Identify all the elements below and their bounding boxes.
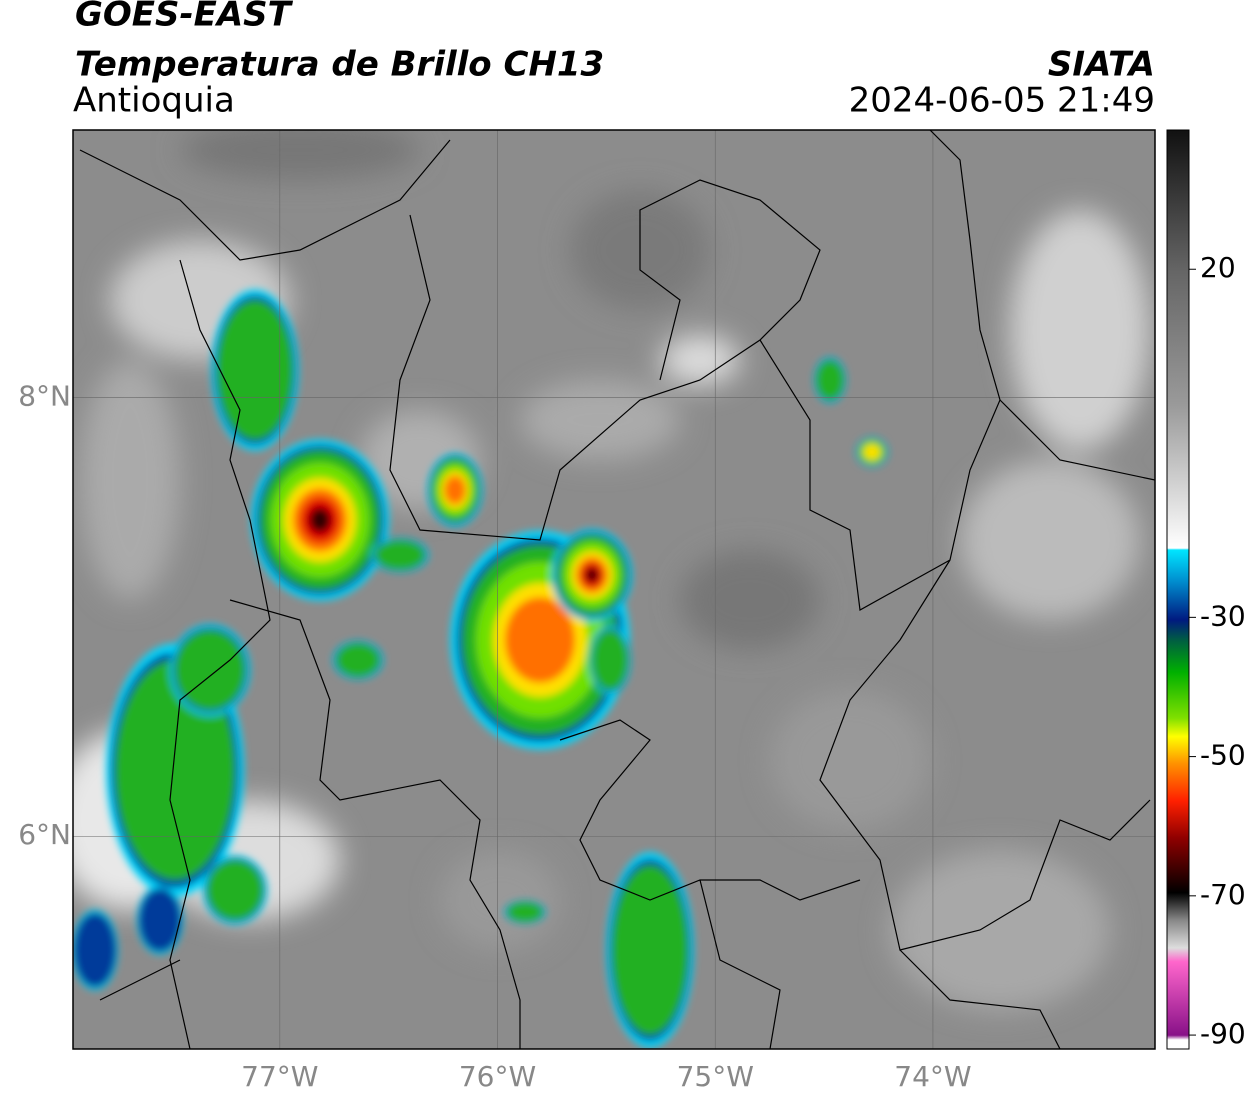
x-tick-label: 74°W [894,1060,971,1093]
y-tick-label: 8°N [18,380,71,413]
title: GOES-EAST [75,0,294,35]
storm-cell [309,507,331,533]
storm-cell [207,860,263,920]
region: Antioquia [73,81,235,121]
colorbar [1166,129,1190,1050]
storm-cell [863,444,881,460]
y-tick-label: 6°N [18,818,71,851]
cloud [520,380,680,460]
borders [79,130,1155,1049]
cloud [180,130,420,180]
datetime: 2024-06-05 21:49 [849,81,1155,121]
storm-cell [73,912,117,988]
cloud [660,335,740,385]
colorbar-tick-label: -30 [1200,599,1246,632]
colorbar-tick-label: -50 [1200,739,1246,772]
colorbar-tick-label: -70 [1200,878,1246,911]
colorbar-tick-label: -90 [1200,1017,1246,1050]
x-tick-label: 75°W [677,1060,754,1093]
storm-cell [507,902,543,922]
subtitle: Temperatura de Brillo CH13 [75,45,604,85]
cloud [440,850,560,950]
cloud [960,460,1140,620]
storm-cell [504,597,576,683]
map-frame [72,129,1156,1050]
storm-cell [816,360,844,400]
storm-cell [612,865,688,1035]
x-tick-label: 76°W [459,1060,536,1093]
storm-cell [217,300,293,440]
cloud [1010,210,1150,450]
cloud [890,850,1110,1010]
storm-cell [592,630,628,690]
cloud [770,690,930,830]
satellite-image [73,130,1155,1049]
colorbar-tick-label: 20 [1200,251,1236,284]
storm-cell [585,567,599,583]
storm-cell [444,475,466,505]
storm-cell [175,630,245,710]
cloud [80,360,180,600]
storm-cell [138,887,182,953]
storm-cell [375,540,425,570]
cloud [680,550,820,650]
x-tick-label: 77°W [241,1060,318,1093]
source: SIATA [1048,45,1155,85]
storm-cell [336,643,380,677]
